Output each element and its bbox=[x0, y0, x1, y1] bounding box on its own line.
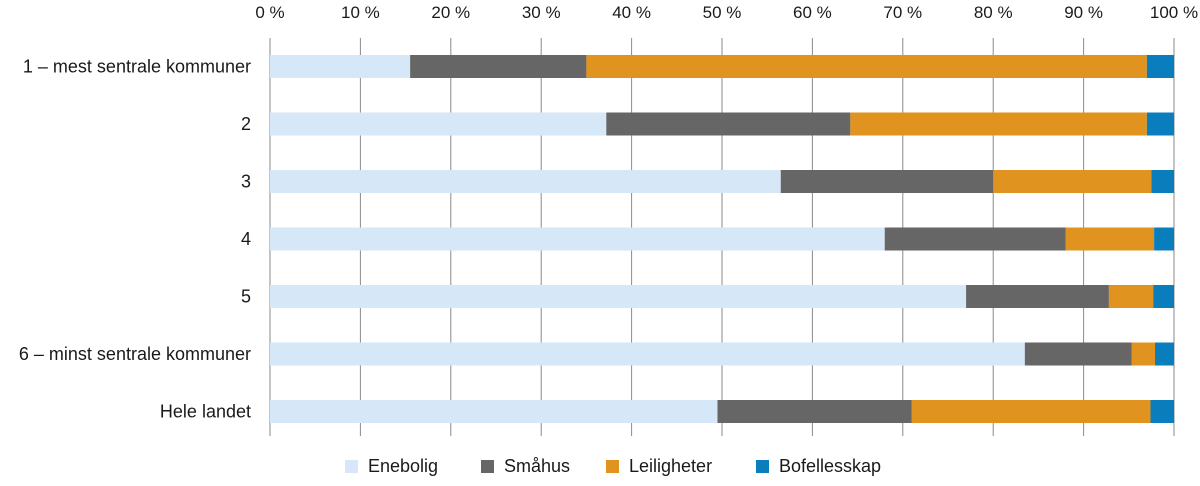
legend-swatch bbox=[345, 460, 358, 473]
x-tick-label: 80 % bbox=[974, 3, 1013, 22]
x-axis-ticks: 0 % 10 % 20 % 30 % 40 % 50 % 60 % 70 % 80 % 90 % 1… bbox=[255, 3, 1198, 22]
x-tick-label: 70 % bbox=[883, 3, 922, 22]
bar-segment-leiligheter bbox=[1065, 227, 1155, 251]
bar-segment-bofellesskap bbox=[1146, 112, 1174, 136]
bar-segment-sm-hus bbox=[606, 112, 851, 136]
bar-segment-enebolig bbox=[270, 400, 718, 423]
category-labels: 1 – mest sentrale kommuner 2 3 4 5 6 – minst … bbox=[19, 57, 251, 422]
category-label: 1 – mest sentrale kommuner bbox=[23, 57, 251, 77]
category-label: Hele landet bbox=[160, 402, 251, 422]
bars bbox=[270, 55, 1174, 423]
category-label: 2 bbox=[241, 114, 251, 134]
bar-segment-sm-hus bbox=[884, 227, 1066, 251]
bar-segment-bofellesskap bbox=[1146, 55, 1174, 78]
bar-segment-enebolig bbox=[270, 55, 411, 78]
bar-segment-enebolig bbox=[270, 285, 967, 308]
x-tick-label: 20 % bbox=[431, 3, 470, 22]
x-tick-label: 90 % bbox=[1064, 3, 1103, 22]
bar-segment-bofellesskap bbox=[1155, 342, 1174, 366]
x-tick-label: 50 % bbox=[703, 3, 742, 22]
legend-swatch bbox=[756, 460, 769, 473]
x-tick-label: 10 % bbox=[341, 3, 380, 22]
bar-segment-enebolig bbox=[270, 342, 1025, 366]
bar-segment-leiligheter bbox=[911, 400, 1151, 423]
x-tick-label: 100 % bbox=[1150, 3, 1198, 22]
bar-segment-sm-hus bbox=[966, 285, 1109, 308]
legend-swatch bbox=[606, 460, 619, 473]
category-label: 4 bbox=[241, 229, 251, 249]
bar-segment-enebolig bbox=[270, 112, 607, 136]
x-tick-label: 60 % bbox=[793, 3, 832, 22]
bar-segment-sm-hus bbox=[410, 55, 587, 78]
bar-segment-sm-hus bbox=[780, 170, 994, 193]
legend-label: Enebolig bbox=[368, 456, 438, 476]
bar-segment-sm-hus bbox=[717, 400, 912, 423]
bar-segment-leiligheter bbox=[993, 170, 1152, 193]
category-label: 5 bbox=[241, 287, 251, 307]
bar-segment-sm-hus bbox=[1024, 342, 1132, 366]
category-label: 6 – minst sentrale kommuner bbox=[19, 344, 251, 364]
category-label: 3 bbox=[241, 172, 251, 192]
bar-segment-bofellesskap bbox=[1154, 227, 1174, 251]
bar-segment-enebolig bbox=[270, 227, 885, 251]
bar-segment-leiligheter bbox=[850, 112, 1147, 136]
legend-label: Bofellesskap bbox=[779, 456, 881, 476]
bar-segment-leiligheter bbox=[1131, 342, 1156, 366]
x-tick-label: 40 % bbox=[612, 3, 651, 22]
bar-segment-bofellesskap bbox=[1150, 400, 1174, 423]
bar-segment-leiligheter bbox=[1108, 285, 1154, 308]
legend-label: Leiligheter bbox=[629, 456, 712, 476]
legend-label: Småhus bbox=[504, 456, 570, 476]
bar-segment-enebolig bbox=[270, 170, 781, 193]
legend-swatch bbox=[481, 460, 494, 473]
bar-segment-leiligheter bbox=[586, 55, 1147, 78]
bar-segment-bofellesskap bbox=[1151, 170, 1174, 193]
x-tick-label: 30 % bbox=[522, 3, 561, 22]
legend: Enebolig Småhus Leiligheter Bofellesskap bbox=[345, 456, 881, 476]
x-tick-label: 0 % bbox=[255, 3, 284, 22]
bar-segment-bofellesskap bbox=[1153, 285, 1174, 308]
